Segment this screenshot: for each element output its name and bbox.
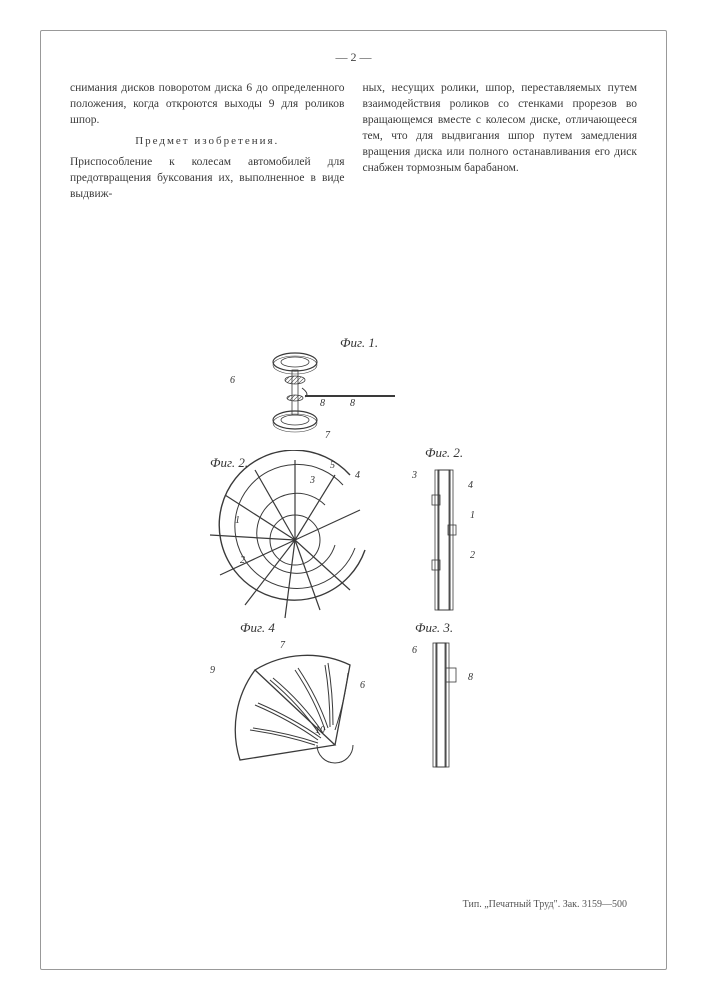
left-column: снимания дисков поворотом диска 6 до опр… [70, 80, 345, 206]
right-column: ных, несущих ролики, шпор, переставляемы… [363, 80, 638, 206]
fig4-label: Фиг. 4 [240, 620, 275, 636]
ref-1: 1 [235, 515, 240, 526]
fig3-label: Фиг. 3. [415, 620, 453, 636]
ref-2b: 2 [470, 550, 475, 561]
ref-6b: 6 [360, 680, 365, 691]
ref-5: 5 [330, 460, 335, 471]
ref-6: 6 [230, 375, 235, 386]
ref-8c: 8 [468, 672, 473, 683]
ref-3b: 3 [412, 470, 417, 481]
ref-10: 10 [315, 725, 325, 736]
ref-4: 4 [355, 470, 360, 481]
fig3-drawing [420, 640, 465, 770]
ref-2: 2 [240, 555, 245, 566]
ref-6c: 6 [412, 645, 417, 656]
paragraph: снимания дисков поворотом диска 6 до опр… [70, 80, 345, 128]
ref-3: 3 [310, 475, 315, 486]
fig-side-label: Фиг. 2. [425, 445, 463, 461]
section-title: Предмет изобретения. [70, 134, 345, 149]
fig1-label: Фиг. 1. [340, 335, 378, 351]
ref-9: 9 [210, 665, 215, 676]
ref-8b: 8 [350, 398, 355, 409]
ref-7: 7 [325, 430, 330, 441]
figures-area: Фиг. 1. 6 8 8 7 Фиг. 2. [180, 340, 540, 770]
fig1-drawing [240, 350, 400, 440]
text-columns: снимания дисков поворотом диска 6 до опр… [70, 80, 637, 206]
ref-8: 8 [320, 398, 325, 409]
ref-7b: 7 [280, 640, 285, 651]
paragraph: Приспособление к колесам автомобилей для… [70, 154, 345, 202]
paragraph: ных, несущих ролики, шпор, переставляемы… [363, 80, 638, 177]
page-number: — 2 — [336, 50, 372, 65]
fig4-drawing [200, 635, 380, 775]
ref-1b: 1 [470, 510, 475, 521]
fig-side-drawing [420, 465, 470, 615]
ref-4b: 4 [468, 480, 473, 491]
footer-imprint: Тип. „Печатный Труд". Зак. 3159—500 [463, 899, 627, 910]
